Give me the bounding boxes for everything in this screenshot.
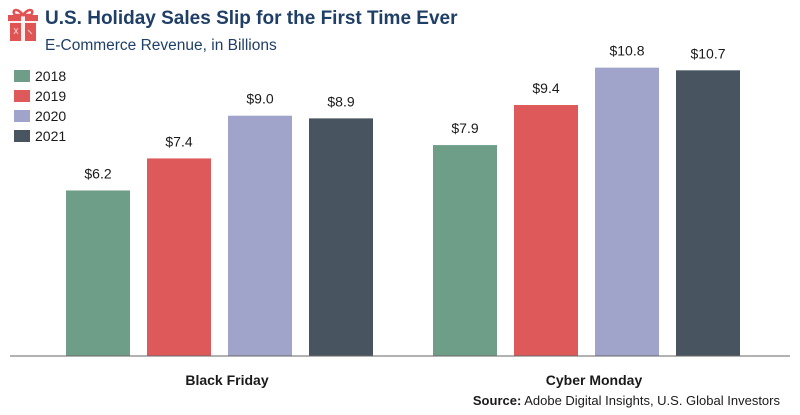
bars	[66, 67, 740, 357]
category-labels: Black Friday Cyber Monday	[185, 372, 642, 388]
data-labels: $6.2 $7.4 $9.0 $8.9 $7.9 $9.4 $10.8 $10.7	[84, 43, 725, 182]
data-label-black-friday-2018: $6.2	[84, 165, 111, 181]
source-note: Source: Adobe Digital Insights, U.S. Glo…	[473, 393, 781, 408]
legend-swatch-2018	[14, 70, 30, 82]
bar-black-friday-2021	[309, 118, 373, 357]
bar-cyber-monday-2019	[514, 105, 578, 357]
category-label-black-friday: Black Friday	[185, 372, 268, 388]
data-label-cyber-monday-2019: $9.4	[532, 80, 559, 96]
bar-black-friday-2020	[228, 115, 292, 356]
data-label-cyber-monday-2018: $7.9	[451, 120, 478, 136]
chart-subtitle: E-Commerce Revenue, in Billions	[45, 37, 277, 54]
bar-black-friday-2019	[147, 158, 211, 356]
bar-cyber-monday-2020	[595, 67, 659, 356]
data-label-black-friday-2019: $7.4	[165, 133, 192, 149]
chart-title: U.S. Holiday Sales Slip for the First Ti…	[45, 8, 458, 29]
legend: 2018 2019 2020 2021	[14, 68, 66, 144]
data-label-cyber-monday-2021: $10.7	[690, 45, 725, 61]
legend-swatch-2021	[14, 130, 30, 142]
data-label-cyber-monday-2020: $10.8	[609, 43, 644, 59]
bar-black-friday-2018	[66, 190, 130, 356]
legend-label-2018: 2018	[35, 68, 66, 84]
bar-cyber-monday-2018	[433, 145, 497, 356]
gift-icon	[8, 8, 38, 41]
data-label-black-friday-2020: $9.0	[246, 91, 273, 107]
source-text: Adobe Digital Insights, U.S. Global Inve…	[524, 393, 780, 408]
bar-cyber-monday-2021	[676, 70, 740, 356]
legend-swatch-2020	[14, 110, 30, 122]
category-label-cyber-monday: Cyber Monday	[546, 372, 643, 388]
legend-label-2019: 2019	[35, 88, 66, 104]
legend-label-2021: 2021	[35, 128, 66, 144]
legend-swatch-2019	[14, 90, 30, 102]
source-label: Source:	[473, 393, 521, 408]
data-label-black-friday-2021: $8.9	[327, 93, 354, 109]
legend-label-2020: 2020	[35, 108, 66, 124]
